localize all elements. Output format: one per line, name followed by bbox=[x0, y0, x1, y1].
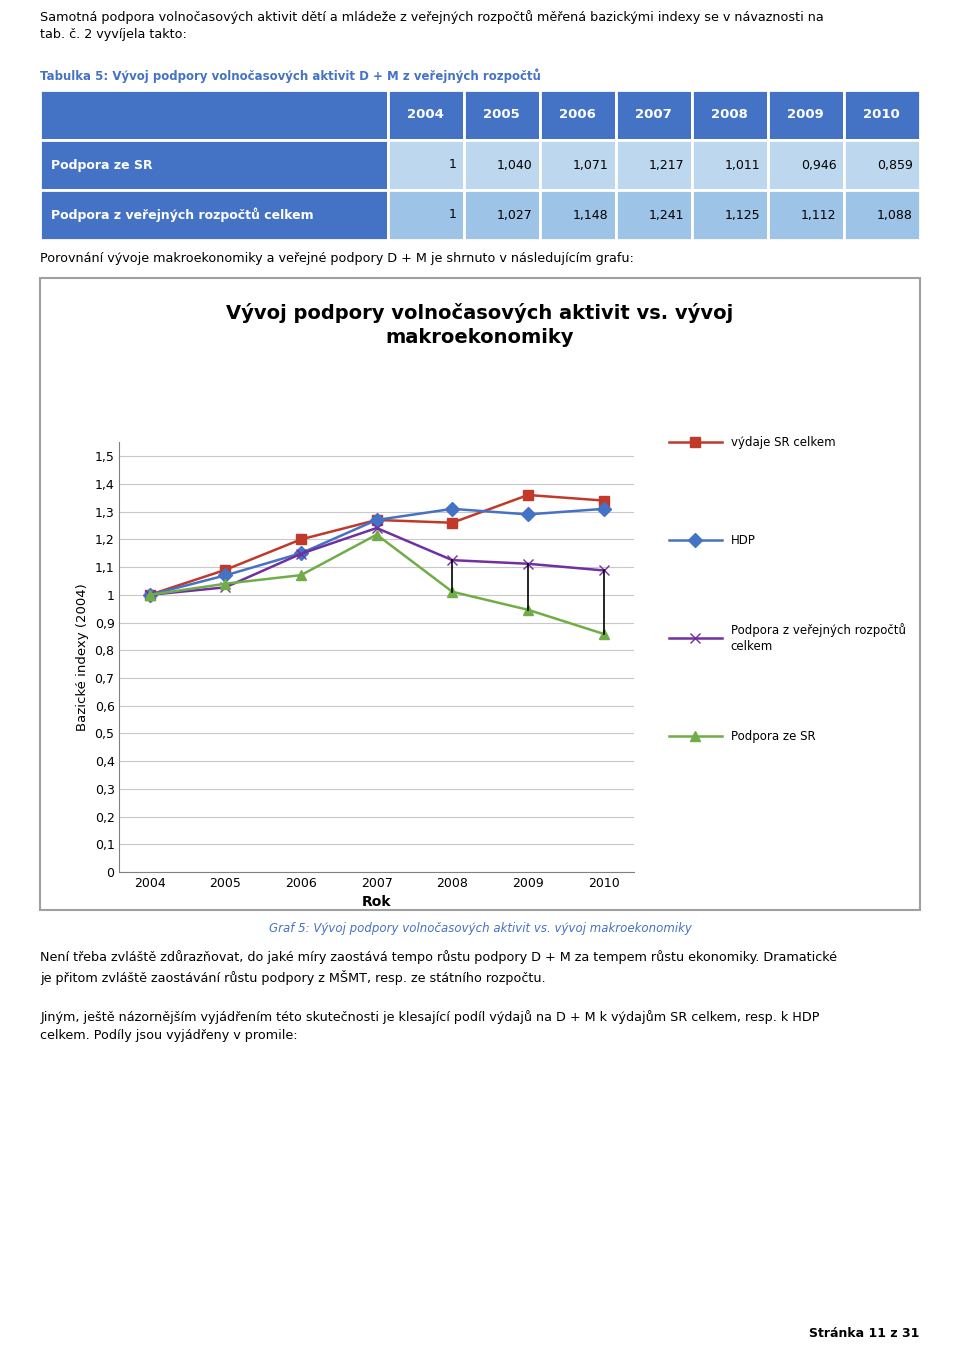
Text: 1: 1 bbox=[448, 158, 457, 172]
Text: 1,027: 1,027 bbox=[497, 209, 533, 221]
Bar bbox=[464, 90, 540, 141]
Text: Podpora ze SR: Podpora ze SR bbox=[731, 730, 815, 743]
Text: 2006: 2006 bbox=[560, 108, 596, 121]
Bar bbox=[844, 141, 920, 190]
Text: 1,071: 1,071 bbox=[573, 158, 609, 172]
Text: tab. č. 2 vyvíjela takto:: tab. č. 2 vyvíjela takto: bbox=[40, 29, 187, 41]
Bar bbox=[615, 90, 691, 141]
Bar bbox=[388, 190, 464, 240]
Text: HDP: HDP bbox=[731, 534, 756, 547]
Text: 1,217: 1,217 bbox=[649, 158, 684, 172]
Bar bbox=[844, 190, 920, 240]
Bar bbox=[540, 190, 615, 240]
Bar bbox=[388, 90, 464, 141]
Text: 0,859: 0,859 bbox=[876, 158, 913, 172]
Bar bbox=[40, 190, 388, 240]
Text: 2008: 2008 bbox=[711, 108, 748, 121]
Text: Podpora z veřejných rozpočtů celkem: Podpora z veřejných rozpočtů celkem bbox=[51, 207, 314, 222]
Text: Podpora z veřejných rozpočtů
celkem: Podpora z veřejných rozpočtů celkem bbox=[731, 624, 905, 654]
Text: 2004: 2004 bbox=[407, 108, 444, 121]
Text: 1,148: 1,148 bbox=[573, 209, 609, 221]
Text: Podpora ze SR: Podpora ze SR bbox=[51, 158, 153, 172]
Bar bbox=[615, 190, 691, 240]
Text: 2007: 2007 bbox=[636, 108, 672, 121]
Bar bbox=[691, 90, 768, 141]
Text: 2010: 2010 bbox=[863, 108, 900, 121]
Bar bbox=[40, 90, 388, 141]
Text: výdaje SR celkem: výdaje SR celkem bbox=[731, 435, 835, 449]
Bar bbox=[768, 190, 844, 240]
Text: Porovnání vývoje makroekonomiky a veřejné podpory D + M je shrnuto v následující: Porovnání vývoje makroekonomiky a veřejn… bbox=[40, 253, 635, 265]
Text: Vývoj podpory volnočasových aktivit vs. vývoj
makroekonomiky: Vývoj podpory volnočasových aktivit vs. … bbox=[227, 303, 733, 347]
Bar bbox=[691, 190, 768, 240]
Text: Tabulka 5: Vývoj podpory volnočasových aktivit D + M z veřejných rozpočtů: Tabulka 5: Vývoj podpory volnočasových a… bbox=[40, 68, 541, 82]
Text: 1: 1 bbox=[448, 209, 457, 221]
Text: 1,125: 1,125 bbox=[725, 209, 760, 221]
Bar bbox=[464, 190, 540, 240]
Text: Graf 5: Vývoj podpory volnočasových aktivit vs. vývoj makroekonomiky: Graf 5: Vývoj podpory volnočasových akti… bbox=[269, 921, 691, 935]
Bar bbox=[540, 90, 615, 141]
Text: 1,011: 1,011 bbox=[725, 158, 760, 172]
Bar bbox=[768, 90, 844, 141]
Text: Samotná podpora volnočasových aktivit dětí a mládeže z veřejných rozpočtů měřená: Samotná podpora volnočasových aktivit dě… bbox=[40, 10, 824, 25]
Text: 1,088: 1,088 bbox=[876, 209, 913, 221]
Bar bbox=[768, 141, 844, 190]
Text: 1,241: 1,241 bbox=[649, 209, 684, 221]
Bar bbox=[540, 141, 615, 190]
Bar bbox=[691, 141, 768, 190]
Text: 0,946: 0,946 bbox=[801, 158, 837, 172]
Bar bbox=[40, 141, 388, 190]
Text: Stránka 11 z 31: Stránka 11 z 31 bbox=[809, 1327, 920, 1340]
Bar bbox=[464, 141, 540, 190]
Text: Jiným, ještě názornějším vyjádřením této skutečnosti je klesající podíl výdajů n: Jiným, ještě názornějším vyjádřením této… bbox=[40, 1010, 820, 1041]
Text: Není třeba zvláště zdůrazňovat, do jaké míry zaostává tempo růstu podpory D + M : Není třeba zvláště zdůrazňovat, do jaké … bbox=[40, 950, 837, 986]
Text: 1,112: 1,112 bbox=[802, 209, 837, 221]
Bar bbox=[844, 90, 920, 141]
Text: 1,040: 1,040 bbox=[497, 158, 533, 172]
Text: 2005: 2005 bbox=[483, 108, 520, 121]
Bar bbox=[388, 141, 464, 190]
Text: 2009: 2009 bbox=[787, 108, 824, 121]
Bar bbox=[615, 141, 691, 190]
